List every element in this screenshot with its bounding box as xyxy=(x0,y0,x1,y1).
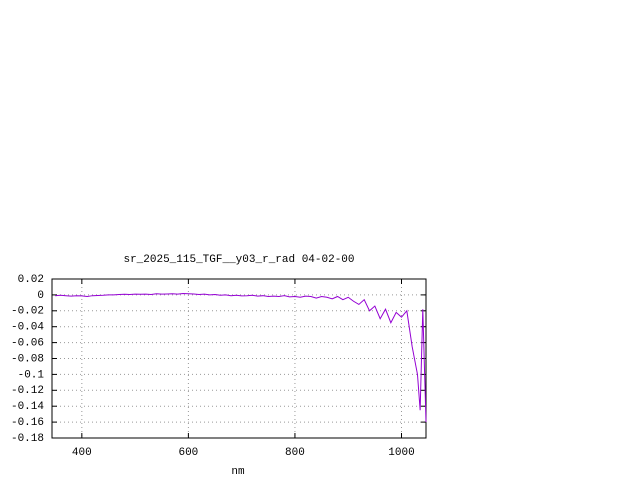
y-tick-label: -0.18 xyxy=(11,433,44,445)
x-tick-label: 800 xyxy=(285,447,305,459)
chart-title: sr_2025_115_TGF__y03_r_rad 04-02-00 xyxy=(123,254,354,266)
y-tick-label: -0.06 xyxy=(11,338,44,350)
y-tick-label: -0.16 xyxy=(11,417,44,429)
plot-border xyxy=(51,278,427,439)
x-tick-label: 1000 xyxy=(388,447,414,459)
x-tick-label: 600 xyxy=(178,447,198,459)
x-tick-label: 400 xyxy=(72,447,92,459)
y-tick-label: -0.02 xyxy=(11,306,44,318)
y-tick-label: -0.04 xyxy=(11,322,44,334)
y-tick-label: -0.12 xyxy=(11,385,44,397)
y-tick-label: 0.02 xyxy=(18,274,44,286)
y-tick-label: 0 xyxy=(37,290,44,302)
y-tick-label: -0.14 xyxy=(11,401,44,413)
data-line xyxy=(55,292,427,423)
y-tick-label: -0.08 xyxy=(11,353,44,365)
x-axis-label: nm xyxy=(231,466,245,478)
y-tick-label: -0.1 xyxy=(18,369,45,381)
